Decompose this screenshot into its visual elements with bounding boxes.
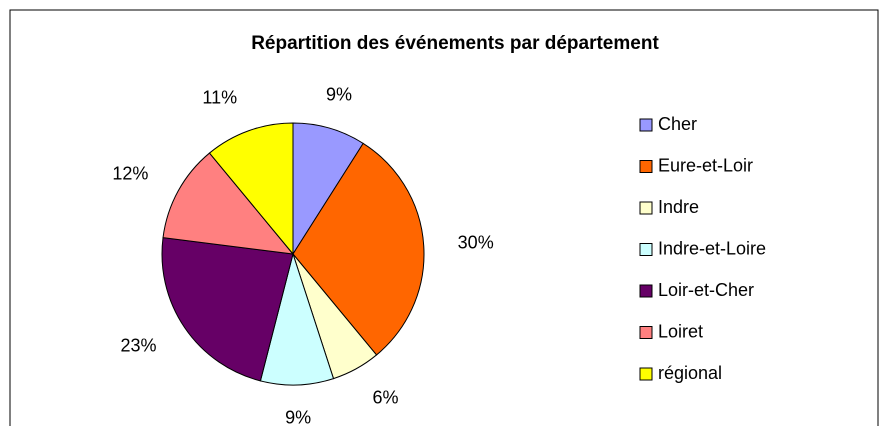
pie-slice bbox=[292, 142, 425, 356]
chart-frame bbox=[9, 9, 879, 426]
legend-label: Indre-et-Loire bbox=[658, 238, 766, 258]
legend-label: Loir-et-Cher bbox=[658, 280, 754, 300]
pie-slice bbox=[162, 152, 295, 255]
legend-label: Eure-et-Loir bbox=[658, 155, 753, 175]
legend-swatch bbox=[639, 243, 653, 256]
legend-label: Cher bbox=[658, 114, 697, 134]
legend-swatch bbox=[639, 160, 653, 173]
data-label: 30% bbox=[458, 232, 494, 252]
data-label: 12% bbox=[112, 163, 148, 183]
pie-slice bbox=[161, 237, 294, 382]
data-label: 23% bbox=[121, 335, 157, 355]
legend-swatch bbox=[639, 201, 653, 215]
data-label: 9% bbox=[285, 408, 311, 426]
legend-label: régional bbox=[658, 363, 722, 383]
legend-swatch bbox=[639, 367, 653, 381]
data-label: 9% bbox=[326, 84, 352, 104]
data-label: 6% bbox=[372, 387, 398, 407]
data-label: 11% bbox=[202, 88, 237, 108]
legend-swatch bbox=[639, 326, 653, 339]
legend-swatch bbox=[639, 118, 653, 132]
legend-label: Loiret bbox=[658, 321, 703, 341]
legend-label: Indre bbox=[658, 197, 699, 217]
legend-swatch bbox=[639, 284, 653, 298]
chart-title: Répartition des événements par départeme… bbox=[251, 33, 659, 54]
pie-slice bbox=[208, 122, 294, 256]
